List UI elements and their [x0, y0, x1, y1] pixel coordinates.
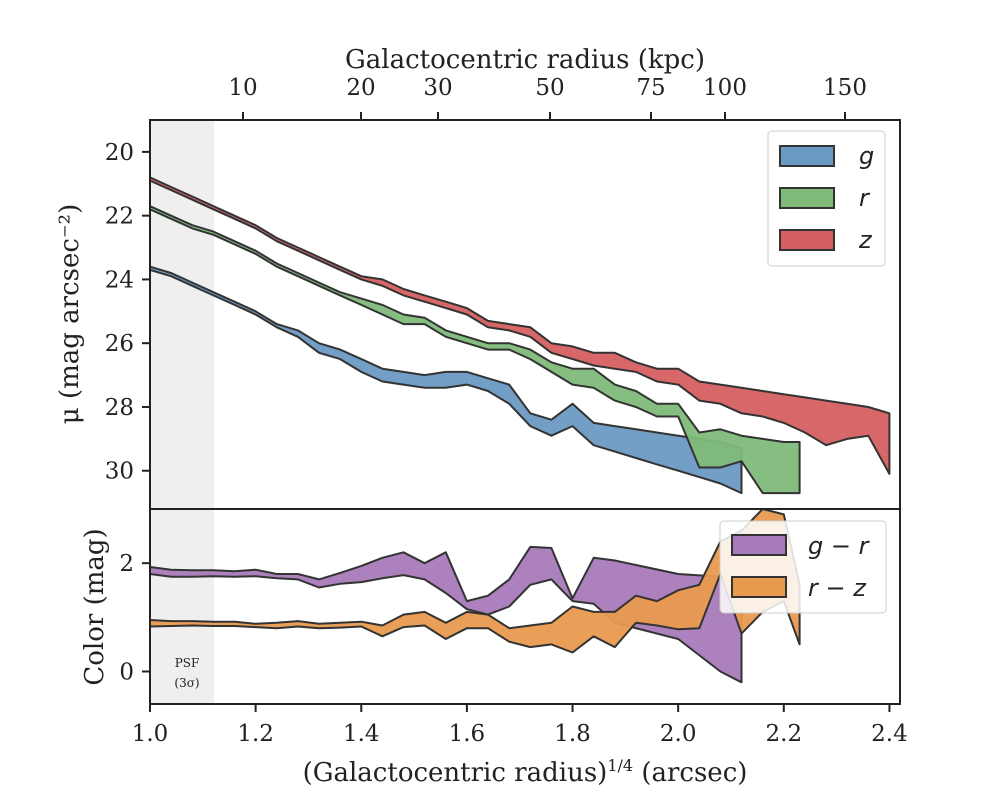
legend-label-g-minus-r: g − r — [808, 532, 871, 560]
x-axis-title-main: (Galactocentric radius) — [303, 758, 608, 788]
x-tick-label: 2.2 — [766, 721, 803, 747]
legend-swatch-g — [779, 145, 835, 167]
x-tick-label: 1.8 — [554, 721, 591, 747]
y-tick-label: 24 — [105, 267, 134, 293]
axis-ticks: 1.0 1.2 1.4 1.6 1.8 2.0 2.2 2.4 20 22 24 26 28 30 0 2 10… — [105, 75, 908, 747]
x-tick-label: 1.2 — [237, 721, 274, 747]
kpc-tick-label: 100 — [703, 75, 747, 101]
x-tick-label: 1.4 — [343, 721, 380, 747]
legend-top: grz — [767, 130, 886, 267]
legend-label-r: r — [859, 184, 871, 212]
x-axis-title: (Galactocentric radius)1/4 (arcsec) — [303, 756, 748, 788]
bottom-panel-areas — [149, 508, 801, 684]
psf-region-top — [151, 121, 214, 508]
x-axis-title-exp: 1/4 — [607, 756, 633, 775]
color-y-tick-label: 0 — [119, 660, 134, 686]
legend-swatch-r — [779, 187, 835, 209]
x-tick-label: 1.0 — [132, 721, 169, 747]
legend-swatch-r-minus-z — [731, 576, 787, 598]
x-tick-label: 1.6 — [449, 721, 486, 747]
y-tick-label: 20 — [105, 140, 134, 166]
area-r — [149, 205, 801, 495]
legend-swatch-z — [779, 229, 835, 251]
y-tick-label: 28 — [105, 395, 134, 421]
bottom-y-axis-title: Color (mag) — [80, 528, 110, 685]
kpc-tick-label: 75 — [636, 75, 665, 101]
area-z — [149, 176, 891, 475]
x-axis-title-unit: (arcsec) — [633, 758, 747, 788]
psf-annotation-sigma: (3σ) — [174, 676, 199, 690]
legend-label-r-minus-z: r − z — [808, 574, 867, 602]
kpc-tick-label: 30 — [423, 75, 452, 101]
kpc-tick-label: 150 — [823, 75, 867, 101]
area-g — [149, 265, 743, 495]
y-tick-label: 26 — [105, 331, 134, 357]
legend-label-g: g — [859, 142, 874, 170]
kpc-tick-label: 20 — [346, 75, 375, 101]
x-tick-label: 2.0 — [660, 721, 697, 747]
psf-annotation-label: PSF — [175, 656, 200, 670]
kpc-tick-label: 50 — [535, 75, 564, 101]
y-tick-label: 30 — [105, 459, 134, 485]
top-x-axis-title: Galactocentric radius (kpc) — [345, 45, 705, 75]
area-g-minus-r — [149, 545, 743, 684]
y-tick-label: 22 — [105, 204, 134, 230]
legend-bottom: g − r r − z — [719, 520, 887, 614]
top-y-axis-title: μ (mag arcsec⁻²) — [55, 204, 85, 424]
color-y-tick-label: 2 — [119, 551, 134, 577]
legend-label-z: z — [858, 226, 873, 254]
bottom-panel-frame — [149, 508, 901, 705]
top-panel-areas — [149, 176, 891, 495]
kpc-tick-label: 10 — [228, 75, 257, 101]
x-tick-label: 2.4 — [871, 721, 908, 747]
psf-region-bottom — [151, 510, 214, 703]
area-r-minus-z — [149, 508, 801, 654]
legend-swatch-g-minus-r — [731, 534, 787, 556]
